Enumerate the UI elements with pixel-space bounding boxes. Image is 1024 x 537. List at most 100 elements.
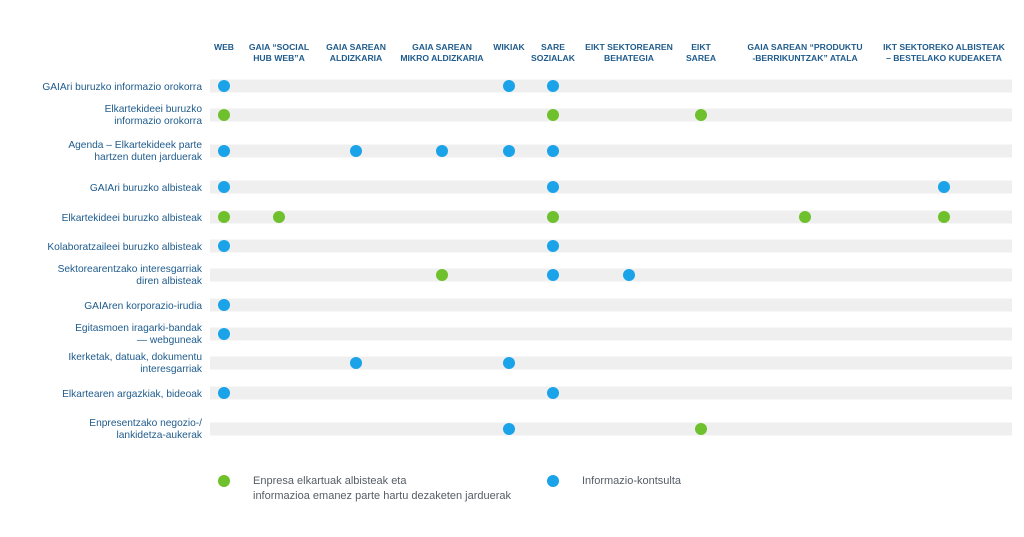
blue-dot <box>218 80 230 92</box>
column-header-line: SARE <box>541 42 565 52</box>
green-dot <box>218 211 230 223</box>
blue-dot <box>350 357 362 369</box>
blue-dot <box>547 240 559 252</box>
row-label: Elkartekideei buruzko albisteak <box>62 213 203 224</box>
row-label-line: hartzen duten jarduerak <box>94 152 203 163</box>
column-header: GAIA SAREAN ALDIZKARIA <box>326 42 386 63</box>
column-header: WEB <box>214 42 234 52</box>
column-header-line: WIKIAK <box>493 42 525 52</box>
column-header: SARE SOZIALAK <box>531 42 576 63</box>
row-label-line: — webguneak <box>137 335 203 346</box>
row-band <box>210 108 1012 122</box>
row-band <box>210 144 1012 158</box>
column-header: IKT SEKTOREKO ALBISTEAK – BESTELAKO KUDEA… <box>883 42 1006 63</box>
blue-dot <box>623 269 635 281</box>
column-header-line: GAIA SAREAN <box>412 42 472 52</box>
blue-dot <box>547 181 559 193</box>
row-label-line: GAIAri buruzko albisteak <box>90 183 203 194</box>
blue-dot <box>547 80 559 92</box>
row-label: Sektorearentzako interesgarriak diren alb… <box>58 264 203 287</box>
column-header: GAIA “SOCIAL HUB WEB”A <box>249 42 309 63</box>
green-dot <box>218 109 230 121</box>
green-dot <box>547 211 559 223</box>
row-label: GAIAren korporazio-irudia <box>84 301 202 312</box>
blue-dot <box>218 328 230 340</box>
row-label-line: interesgarriak <box>140 364 203 375</box>
blue-dot <box>503 357 515 369</box>
column-header-line: HUB WEB”A <box>253 53 305 63</box>
row-label-line: informazio orokorra <box>114 116 202 127</box>
blue-dot <box>218 299 230 311</box>
row-label-line: Sektorearentzako interesgarriak <box>58 264 203 275</box>
row-label-line: Elkartearen argazkiak, bideoak <box>62 389 203 400</box>
green-dot <box>695 423 707 435</box>
row-label-line: Elkartekideei buruzko <box>105 104 203 115</box>
blue-dot <box>938 181 950 193</box>
row-band <box>210 180 1012 194</box>
green-dot <box>799 211 811 223</box>
row-label-line: Agenda – Elkartekideek parte <box>68 140 202 151</box>
row-band <box>210 298 1012 312</box>
row-band <box>210 79 1012 93</box>
column-header-line: IKT SEKTOREKO ALBISTEAK <box>883 42 1006 52</box>
legend-blue-dot <box>547 475 559 487</box>
blue-dot <box>503 423 515 435</box>
green-dot <box>547 109 559 121</box>
blue-dot <box>547 387 559 399</box>
row-label: Elkartekideei buruzko informazio orokorra <box>105 104 203 127</box>
row-label-line: lankidetza-aukerak <box>116 430 202 441</box>
row-label: Enpresentzako negozio-/lankidetza-aukera… <box>89 418 203 441</box>
blue-dot <box>218 387 230 399</box>
column-header-line: MIKRO ALDIZKARIA <box>400 53 483 63</box>
column-header-line: WEB <box>214 42 234 52</box>
row-label-line: GAIAri buruzko informazio orokorra <box>42 82 202 93</box>
column-header-line: -BERRIKUNTZAK” ATALA <box>752 53 857 63</box>
column-header-line: GAIA “SOCIAL <box>249 42 309 52</box>
column-header-line: ALDIZKARIA <box>330 53 383 63</box>
row-label-line: Ikerketak, datuak, dokumentu <box>68 352 202 363</box>
row-label: Elkartearen argazkiak, bideoak <box>62 389 203 400</box>
blue-dot <box>218 240 230 252</box>
row-band <box>210 210 1012 224</box>
row-label: GAIAri buruzko albisteak <box>90 183 203 194</box>
row-band <box>210 268 1012 282</box>
blue-dot <box>503 145 515 157</box>
blue-dot <box>547 269 559 281</box>
row-band <box>210 386 1012 400</box>
column-header-line: EIKT <box>691 42 711 52</box>
column-header: EIKT SEKTOREAREN BEHATEGIA <box>585 42 673 63</box>
row-label: Agenda – Elkartekideek parte hartzen dute… <box>68 140 203 163</box>
column-header: WIKIAK <box>493 42 525 52</box>
column-header-line: – BESTELAKO KUDEAKETA <box>886 53 1002 63</box>
legend-green-text-line1: Enpresa elkartuak albisteak eta <box>253 475 407 487</box>
row-label: Egitasmoen iragarki-bandak — webguneak <box>75 323 203 346</box>
row-label: GAIAri buruzko informazio orokorra <box>42 82 202 93</box>
column-header-line: SAREA <box>686 53 716 63</box>
column-header-line: GAIA SAREAN <box>326 42 386 52</box>
column-header: GAIA SAREAN “PRODUKTU -BERRIKUNTZAK” ATAL… <box>747 42 862 63</box>
legend-green-text-line2: informazioa emanez parte hartu dezaketen… <box>253 490 512 502</box>
blue-dot <box>436 145 448 157</box>
green-dot <box>938 211 950 223</box>
blue-dot <box>503 80 515 92</box>
column-header: EIKT SAREA <box>686 42 716 63</box>
green-dot <box>436 269 448 281</box>
row-label-line: GAIAren korporazio-irudia <box>84 301 202 312</box>
column-header-line: EIKT SEKTOREAREN <box>585 42 673 52</box>
column-header-line: SOZIALAK <box>531 53 576 63</box>
row-label-line: Elkartekideei buruzko albisteak <box>62 213 203 224</box>
blue-dot <box>350 145 362 157</box>
green-dot <box>273 211 285 223</box>
legend-green-dot <box>218 475 230 487</box>
row-label-line: Egitasmoen iragarki-bandak <box>75 323 203 334</box>
row-label-line: Enpresentzako negozio-/ <box>89 418 202 429</box>
row-band <box>210 356 1012 370</box>
column-header: GAIA SAREAN MIKRO ALDIZKARIA <box>400 42 483 63</box>
green-dot <box>695 109 707 121</box>
blue-dot <box>547 145 559 157</box>
blue-dot <box>218 145 230 157</box>
column-header-line: GAIA SAREAN “PRODUKTU <box>747 42 862 52</box>
row-label-line: Kolaboratzaileei buruzko albisteak <box>47 242 203 253</box>
row-band <box>210 239 1012 253</box>
